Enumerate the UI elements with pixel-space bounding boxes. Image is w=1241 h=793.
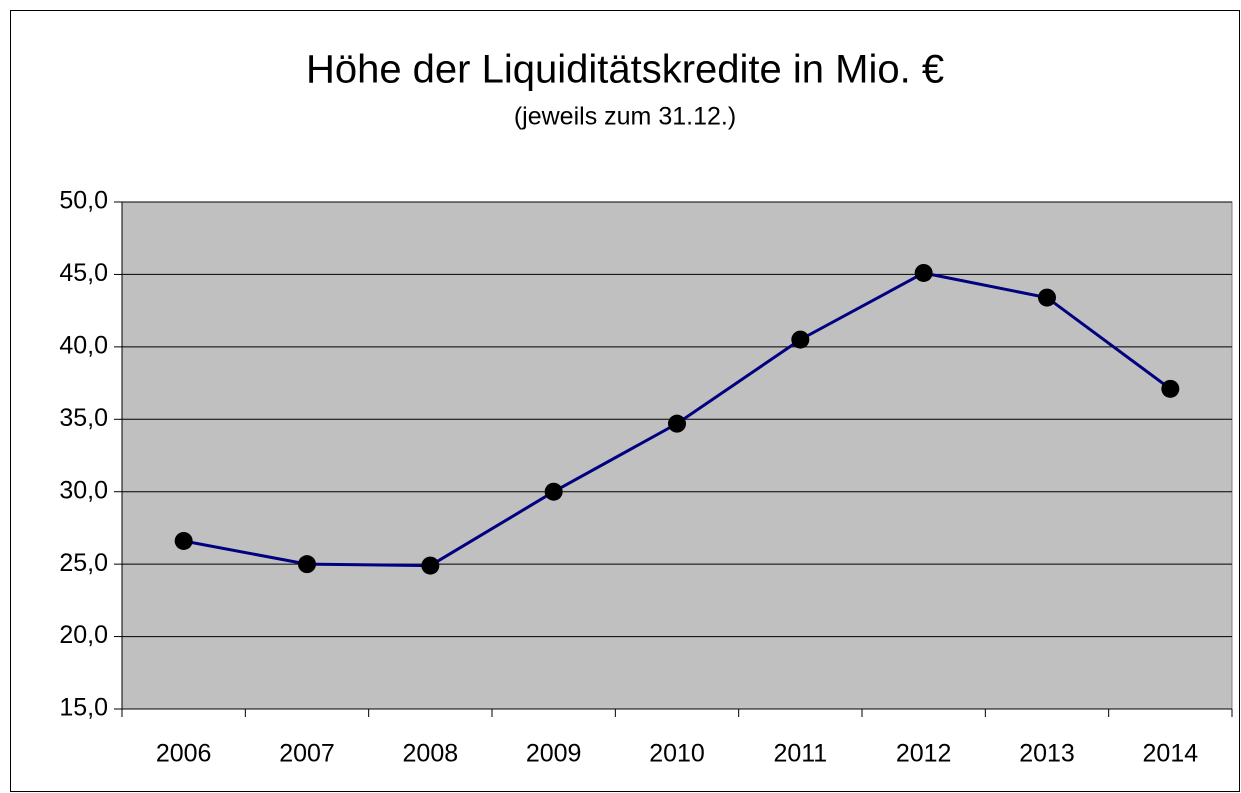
plot-area: [121, 201, 1233, 710]
data-point: [174, 531, 193, 550]
x-tick-label: 2011: [773, 740, 827, 768]
data-point: [1161, 379, 1180, 398]
y-tick-label: 30,0: [59, 476, 108, 504]
data-point: [544, 482, 563, 501]
data-point: [421, 556, 440, 575]
data-point: [1038, 288, 1056, 307]
data-point: [914, 263, 933, 282]
x-tick-label: 2009: [526, 740, 582, 768]
data-point: [298, 555, 316, 574]
y-tick-label: 50,0: [59, 187, 108, 215]
y-tick-label: 35,0: [59, 404, 108, 432]
x-tick-label: 2012: [896, 740, 952, 768]
x-tick-label: 2013: [1019, 740, 1075, 768]
y-tick-label: 25,0: [59, 549, 108, 577]
x-tick-label: 2010: [649, 740, 705, 768]
x-tick-label: 2007: [279, 740, 335, 768]
chart-title: Höhe der Liquiditätskredite in Mio. €: [306, 48, 944, 92]
data-point: [791, 330, 810, 349]
x-tick-label: 2006: [156, 740, 212, 768]
chart-subtitle: (jeweils zum 31.12.): [514, 103, 736, 131]
x-tick-label: 2014: [1143, 740, 1199, 768]
y-tick-label: 40,0: [59, 331, 108, 359]
data-point: [668, 414, 686, 433]
y-tick-label: 20,0: [59, 621, 108, 649]
y-tick-label: 45,0: [59, 259, 108, 287]
y-tick-label: 15,0: [59, 694, 108, 722]
x-tick-label: 2008: [403, 740, 459, 768]
